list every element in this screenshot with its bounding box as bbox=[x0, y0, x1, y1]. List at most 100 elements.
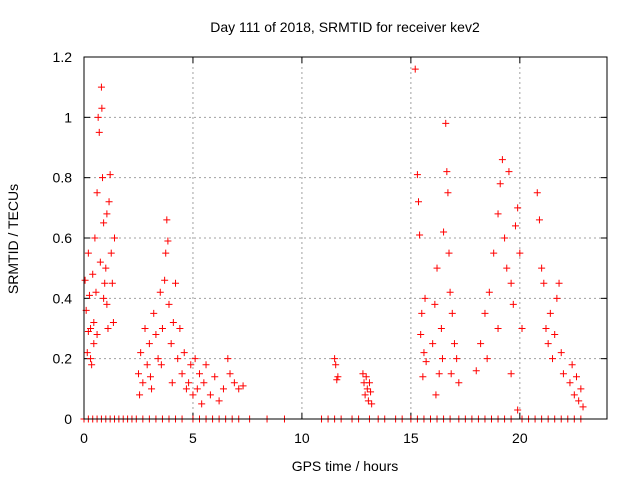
data-point bbox=[88, 361, 96, 369]
data-point bbox=[191, 355, 199, 363]
axis-ticks: 0 0.2 0.4 0.6 0.8 1 1.2 0 5 10 15 20 bbox=[53, 49, 607, 446]
data-point bbox=[102, 264, 110, 272]
data-point bbox=[111, 234, 119, 242]
data-point bbox=[570, 391, 578, 399]
data-point bbox=[362, 373, 370, 381]
data-point bbox=[172, 279, 180, 287]
x-tick-label: 0 bbox=[80, 430, 88, 446]
data-point bbox=[418, 309, 426, 317]
data-point bbox=[444, 189, 452, 197]
data-point bbox=[89, 270, 97, 278]
data-point bbox=[443, 168, 451, 176]
data-point bbox=[165, 300, 173, 308]
data-point bbox=[437, 325, 445, 332]
data-point bbox=[481, 309, 489, 317]
data-point bbox=[498, 156, 506, 164]
y-axis-label: SRMTID / TECUs bbox=[5, 184, 21, 294]
data-point bbox=[94, 113, 102, 121]
data-point bbox=[420, 349, 428, 357]
data-point bbox=[363, 385, 371, 393]
data-point bbox=[334, 373, 342, 381]
data-point bbox=[416, 231, 424, 239]
data-point bbox=[538, 264, 546, 272]
data-point bbox=[501, 234, 509, 242]
data-point bbox=[100, 294, 108, 302]
data-point bbox=[477, 340, 485, 348]
data-point bbox=[411, 65, 419, 73]
data-point bbox=[572, 373, 580, 381]
data-point bbox=[509, 300, 517, 308]
y-tick-label: 0.6 bbox=[53, 230, 73, 246]
data-point bbox=[551, 331, 559, 339]
data-point bbox=[518, 325, 526, 332]
data-point bbox=[511, 222, 519, 230]
data-point bbox=[226, 370, 234, 378]
data-point bbox=[472, 367, 480, 375]
data-point bbox=[206, 391, 214, 399]
data-point bbox=[359, 370, 367, 378]
data-point bbox=[169, 318, 177, 326]
y-tick-label: 1.2 bbox=[53, 49, 73, 65]
data-point bbox=[333, 376, 341, 384]
data-point bbox=[442, 119, 450, 127]
data-point bbox=[483, 355, 491, 363]
y-tick-label: 1 bbox=[64, 109, 72, 125]
data-point bbox=[157, 361, 165, 369]
data-point bbox=[187, 361, 195, 369]
y-tick-label: 0.2 bbox=[53, 351, 73, 367]
data-point bbox=[331, 355, 339, 363]
data-point bbox=[81, 276, 89, 284]
data-point bbox=[178, 370, 186, 378]
data-point bbox=[100, 219, 108, 227]
data-point bbox=[96, 258, 104, 266]
data-point bbox=[158, 325, 166, 332]
data-point bbox=[421, 294, 429, 302]
data-point bbox=[148, 385, 156, 393]
data-point bbox=[200, 379, 208, 387]
data-point bbox=[505, 168, 513, 176]
data-point bbox=[422, 358, 430, 366]
data-point bbox=[575, 397, 583, 405]
data-point bbox=[161, 276, 169, 284]
data-point bbox=[198, 400, 206, 408]
data-point bbox=[90, 340, 98, 348]
data-point bbox=[92, 288, 100, 296]
data-point bbox=[445, 249, 453, 257]
data-point bbox=[108, 279, 116, 287]
data-point bbox=[99, 174, 107, 182]
data-point bbox=[87, 355, 95, 363]
data-point bbox=[516, 249, 524, 257]
data-point bbox=[435, 370, 443, 378]
data-point bbox=[202, 361, 210, 369]
data-point bbox=[193, 385, 201, 393]
data-point bbox=[494, 325, 502, 332]
data-point bbox=[367, 388, 375, 396]
data-point bbox=[106, 171, 114, 179]
data-point bbox=[566, 379, 574, 387]
data-point bbox=[540, 279, 548, 287]
data-point bbox=[109, 318, 117, 326]
data-point bbox=[546, 309, 554, 317]
data-point bbox=[239, 382, 247, 390]
data-point bbox=[107, 249, 115, 257]
data-point bbox=[535, 216, 543, 224]
x-tick-label: 15 bbox=[403, 430, 419, 446]
data-point bbox=[544, 340, 552, 348]
x-tick-label: 5 bbox=[189, 430, 197, 446]
data-point bbox=[549, 355, 557, 363]
data-point bbox=[485, 288, 493, 296]
data-point bbox=[503, 264, 511, 272]
data-point bbox=[195, 370, 203, 378]
y-tick-label: 0.8 bbox=[53, 170, 73, 186]
data-point bbox=[85, 291, 93, 299]
data-point bbox=[453, 355, 461, 363]
data-point bbox=[168, 379, 176, 387]
data-point bbox=[176, 325, 184, 332]
data-point bbox=[167, 340, 175, 348]
data-point bbox=[429, 340, 437, 348]
data-point bbox=[450, 340, 458, 348]
data-point bbox=[490, 249, 498, 257]
data-point bbox=[553, 294, 561, 302]
data-point bbox=[143, 361, 151, 369]
data-point bbox=[156, 288, 164, 296]
